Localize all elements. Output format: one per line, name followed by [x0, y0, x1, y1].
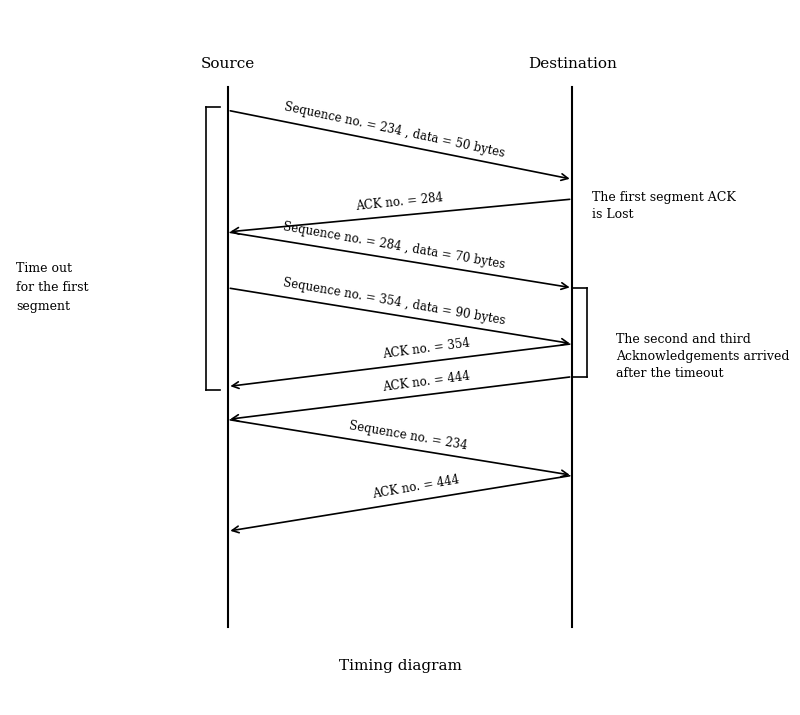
Text: Source: Source: [200, 56, 254, 71]
Text: Sequence no. = 284 , data = 70 bytes: Sequence no. = 284 , data = 70 bytes: [282, 220, 506, 272]
Text: Timing diagram: Timing diagram: [338, 659, 462, 673]
Text: ACK no. = 284: ACK no. = 284: [355, 192, 444, 213]
Text: The first segment ACK
is Lost: The first segment ACK is Lost: [592, 191, 736, 221]
Text: ACK no. = 444: ACK no. = 444: [372, 473, 461, 501]
Text: Sequence no. = 234: Sequence no. = 234: [348, 419, 468, 452]
Text: Sequence no. = 234 , data = 50 bytes: Sequence no. = 234 , data = 50 bytes: [283, 101, 506, 160]
Text: The second and third
Acknowledgements arrived
after the timeout: The second and third Acknowledgements ar…: [616, 333, 789, 380]
Text: Destination: Destination: [528, 56, 617, 71]
Text: Time out
for the first
segment: Time out for the first segment: [16, 262, 88, 313]
Text: ACK no. = 354: ACK no. = 354: [382, 337, 471, 361]
Text: Sequence no. = 354 , data = 90 bytes: Sequence no. = 354 , data = 90 bytes: [282, 276, 506, 327]
Text: ACK no. = 444: ACK no. = 444: [382, 370, 471, 394]
